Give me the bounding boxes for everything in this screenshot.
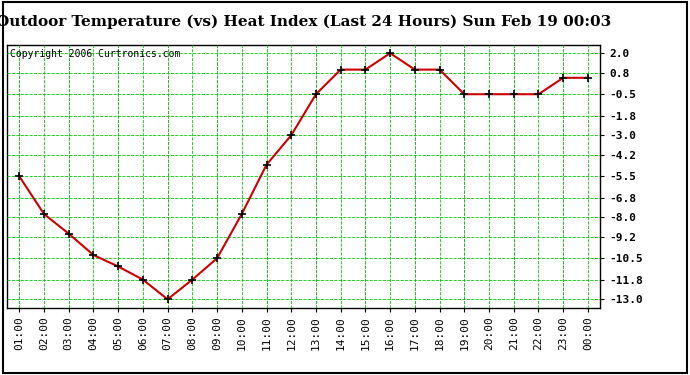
Text: Outdoor Temperature (vs) Heat Index (Last 24 Hours) Sun Feb 19 00:03: Outdoor Temperature (vs) Heat Index (Las… [0, 15, 611, 29]
Text: Copyright 2006 Curtronics.com: Copyright 2006 Curtronics.com [10, 49, 180, 59]
